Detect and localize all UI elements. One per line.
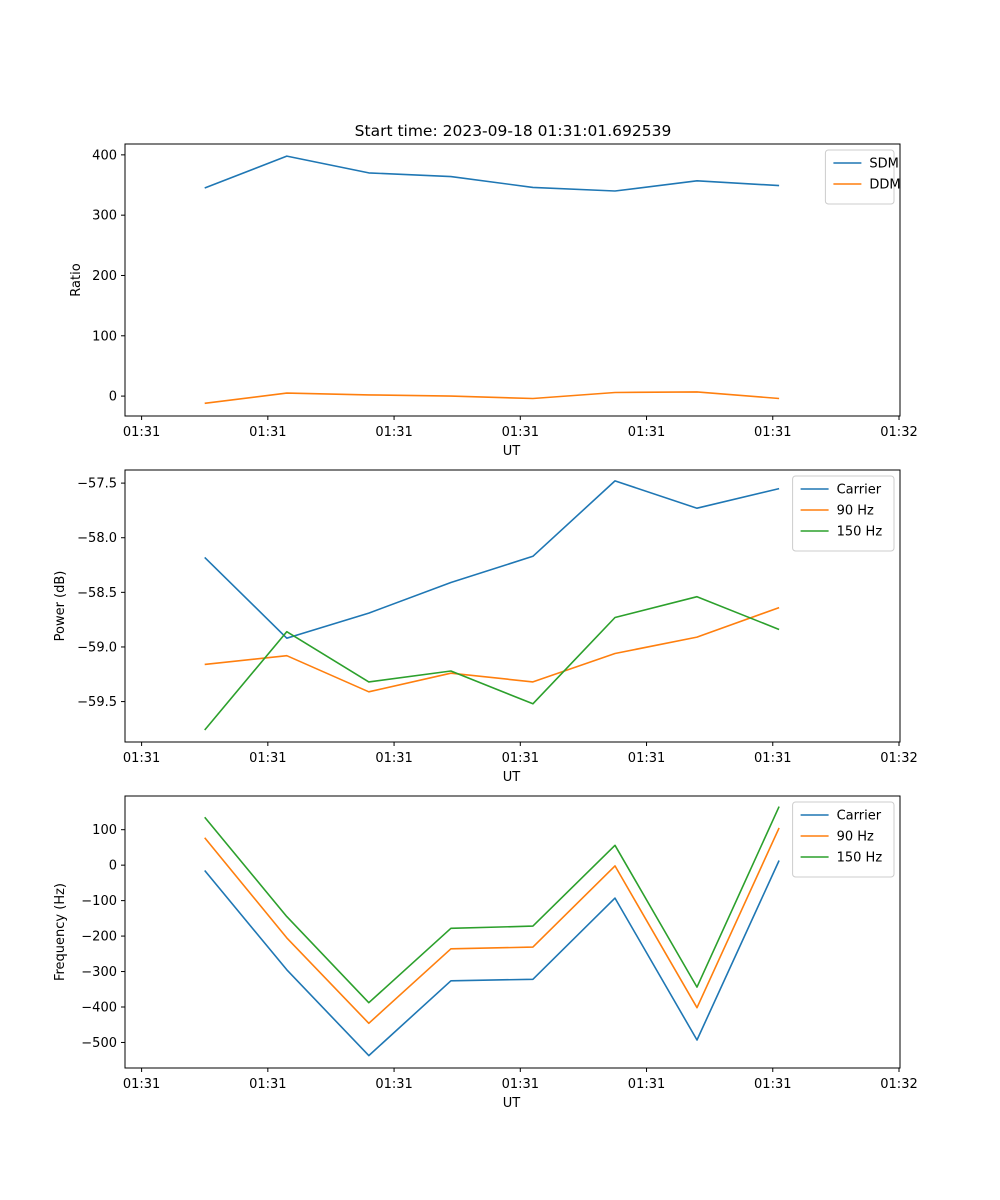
series-line-150-hz: [204, 806, 780, 1004]
y-tick-label: 0: [109, 390, 117, 405]
y-axis-label: Frequency (Hz): [53, 883, 68, 981]
legend-label: Carrier: [837, 483, 882, 498]
x-tick-label: 01:31: [502, 425, 539, 440]
y-tick-label: −58.5: [77, 586, 117, 601]
y-tick-label: 300: [92, 209, 117, 224]
y-tick-label: −300: [81, 965, 117, 980]
x-tick-label: 01:31: [123, 425, 160, 440]
x-tick-label: 01:32: [880, 751, 917, 766]
x-axis-label: UT: [503, 1096, 521, 1111]
legend-box: [792, 801, 895, 878]
legend-label: DDM: [869, 178, 900, 193]
panel-power: 01:31 01:31 01:31 01:31 01:31 01:31 01:32 −59.5…: [53, 469, 918, 785]
legend: SDM DDM: [824, 149, 901, 205]
x-tick-label: 01:31: [375, 425, 412, 440]
x-tick-label: 01:31: [628, 751, 665, 766]
x-tick-label: 01:32: [880, 425, 917, 440]
y-tick-label: 400: [92, 148, 117, 163]
series-line-ddm: [204, 391, 780, 405]
y-tick-label: −200: [81, 930, 117, 945]
y-axis-label: Power (dB): [53, 571, 68, 642]
y-tick-label: −100: [81, 894, 117, 909]
y-tick-label: −500: [81, 1036, 117, 1051]
x-tick-label: 01:31: [502, 1077, 539, 1092]
y-tick-label: −400: [81, 1001, 117, 1016]
x-tick-label: 01:31: [628, 425, 665, 440]
y-tick-label: −58.0: [77, 531, 117, 546]
y-tick-label: 100: [92, 823, 117, 838]
y-tick-label: 200: [92, 269, 117, 284]
series-line-sdm: [204, 155, 780, 192]
y-axis-label: Ratio: [69, 263, 84, 296]
legend-label: 90 Hz: [837, 504, 874, 519]
series-line-150-hz: [204, 595, 780, 731]
legend-label: 90 Hz: [837, 830, 874, 845]
x-tick-label: 01:31: [502, 751, 539, 766]
y-tick-label: 0: [109, 859, 117, 874]
y-tick-label: −59.0: [77, 640, 117, 655]
y-tick-label: −59.5: [77, 695, 117, 710]
plot-frame: [124, 795, 901, 1069]
figure-title: Start time: 2023-09-18 01:31:01.692539: [355, 122, 672, 140]
y-tick-label: 100: [92, 329, 117, 344]
legend-label: Carrier: [837, 809, 882, 824]
x-tick-label: 01:31: [754, 425, 791, 440]
panel-ratio: 01:31 01:31 01:31 01:31 01:31 01:31 01:32 0 100 2…: [69, 143, 918, 459]
y-tick-label: −57.5: [77, 477, 117, 492]
x-tick-label: 01:31: [375, 751, 412, 766]
series-line-carrier: [204, 860, 780, 1057]
x-tick-label: 01:31: [123, 751, 160, 766]
series-line-carrier: [204, 480, 780, 640]
plot-frame: [124, 469, 901, 743]
x-tick-label: 01:31: [249, 751, 286, 766]
x-tick-label: 01:31: [249, 1077, 286, 1092]
legend-box: [792, 475, 895, 552]
x-tick-label: 01:31: [754, 1077, 791, 1092]
panel-frequency: 01:31 01:31 01:31 01:31 01:31 01:31 01:32 −500 −…: [53, 795, 918, 1111]
legend-label: SDM: [869, 157, 898, 172]
series-line-90-hz: [204, 606, 780, 693]
x-tick-label: 01:31: [375, 1077, 412, 1092]
legend-label: 150 Hz: [837, 851, 883, 866]
legend-label: 150 Hz: [837, 525, 883, 540]
x-tick-label: 01:31: [249, 425, 286, 440]
x-tick-label: 01:31: [123, 1077, 160, 1092]
plot-frame: [124, 143, 901, 417]
legend: Carrier 90 Hz 150 Hz: [792, 801, 895, 878]
x-tick-label: 01:32: [880, 1077, 917, 1092]
x-tick-label: 01:31: [628, 1077, 665, 1092]
x-tick-label: 01:31: [754, 751, 791, 766]
series-line-90-hz: [204, 827, 780, 1025]
x-axis-label: UT: [503, 444, 521, 459]
legend: Carrier 90 Hz 150 Hz: [792, 475, 895, 552]
x-axis-label: UT: [503, 770, 521, 785]
